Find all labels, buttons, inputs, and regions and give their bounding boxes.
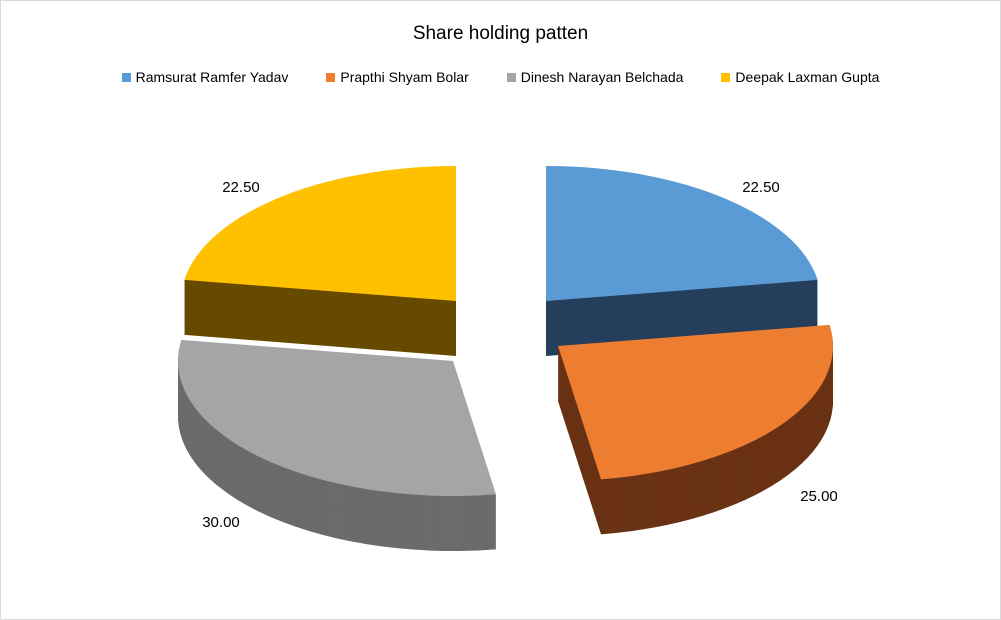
slice-top <box>546 166 818 301</box>
legend-label: Dinesh Narayan Belchada <box>520 69 684 85</box>
legend-label: Prapthi Shyam Bolar <box>340 69 469 85</box>
legend-label: Ramsurat Ramfer Yadav <box>135 69 289 85</box>
legend: Ramsurat Ramfer Yadav Prapthi Shyam Bolar… <box>1 69 1000 85</box>
legend-item: Deepak Laxman Gupta <box>721 69 879 85</box>
pie-slice-3 <box>177 339 497 551</box>
legend-item: Prapthi Shyam Bolar <box>326 69 469 85</box>
data-label: 30.00 <box>202 514 240 531</box>
pie-slice-4 <box>184 166 456 356</box>
legend-item: Dinesh Narayan Belchada <box>506 69 684 85</box>
data-label: 25.00 <box>800 488 838 505</box>
data-label: 22.50 <box>742 179 780 196</box>
slice-top <box>558 324 833 480</box>
pie-slice-1 <box>546 166 818 356</box>
pie-slice-2 <box>558 324 834 535</box>
legend-swatch <box>721 72 731 82</box>
legend-label: Deepak Laxman Gupta <box>735 69 880 85</box>
data-label: 22.50 <box>222 179 260 196</box>
slice-top <box>177 339 497 496</box>
legend-swatch <box>121 72 131 82</box>
legend-swatch <box>506 72 516 82</box>
chart-title: Share holding patten <box>412 23 589 44</box>
slice-top <box>184 166 456 301</box>
legend-swatch <box>326 72 336 82</box>
legend-item: Ramsurat Ramfer Yadav <box>121 69 289 85</box>
